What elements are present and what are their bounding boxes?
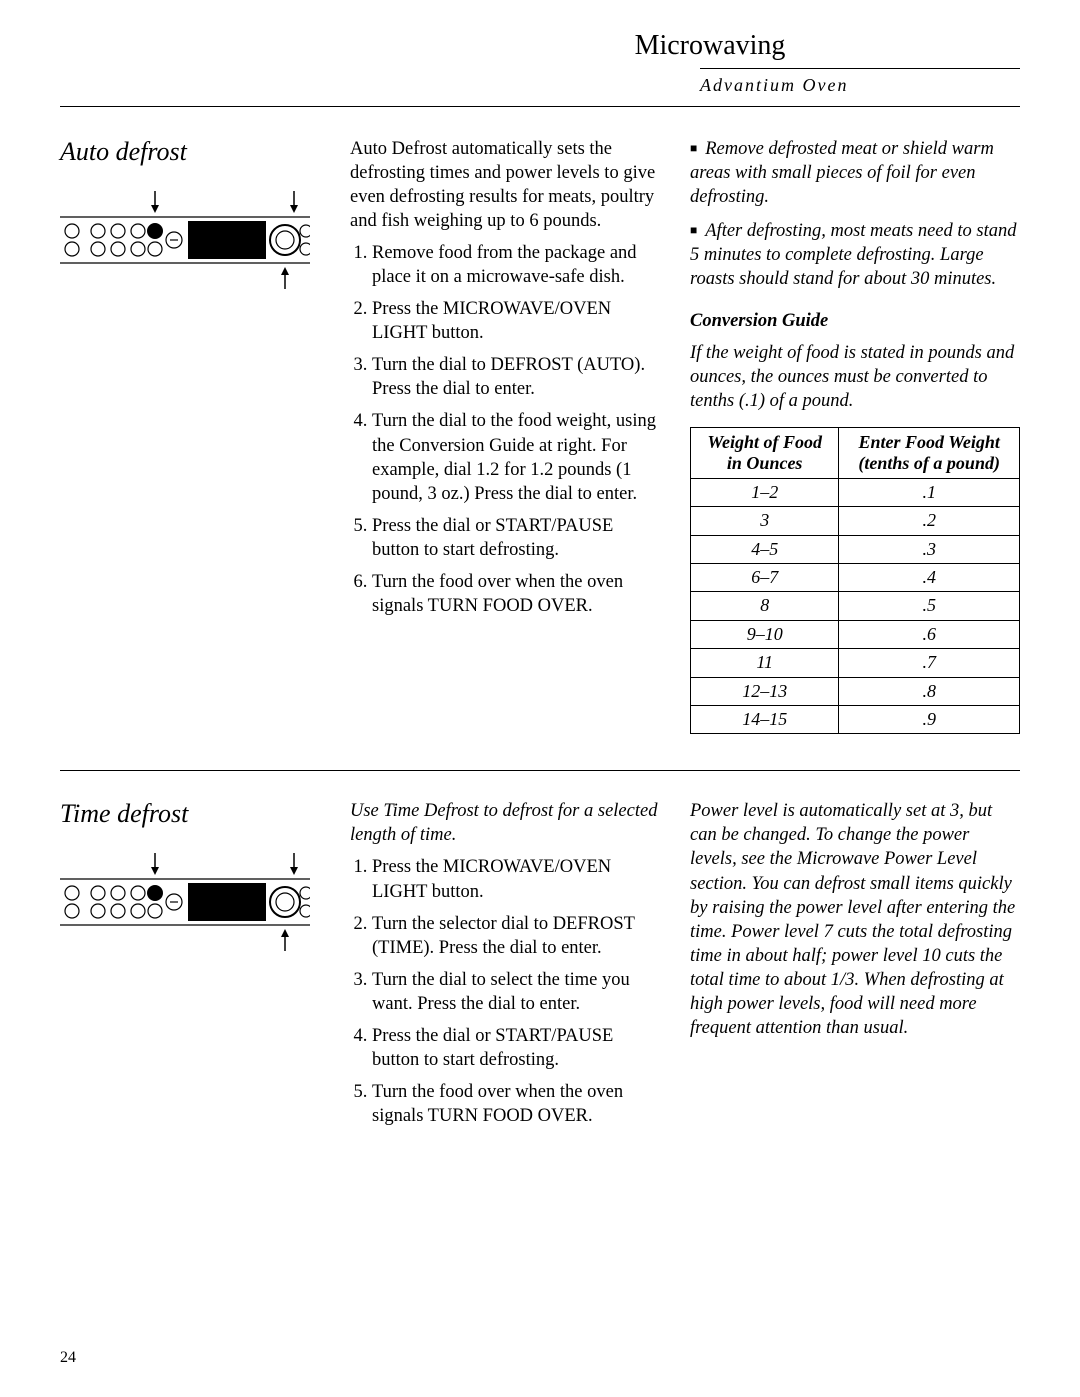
step: Turn the food over when the oven signals…: [372, 570, 660, 618]
step: Press the dial or START/PAUSE button to …: [372, 514, 660, 562]
step: Press the dial or START/PAUSE button to …: [372, 1024, 660, 1072]
time-steps: Press the MICROWAVE/OVEN LIGHT button. T…: [372, 855, 660, 1127]
rule: [60, 106, 1020, 107]
auto-steps: Remove food from the package and place i…: [372, 241, 660, 618]
section-time-defrost: Time defrost: [60, 799, 1020, 1136]
rule: [60, 770, 1020, 771]
conversion-table: Weight of Foodin Ounces Enter Food Weigh…: [690, 427, 1020, 734]
conversion-title: Conversion Guide: [690, 309, 1020, 333]
rule: [700, 68, 1020, 69]
section-heading: Auto defrost: [60, 137, 320, 167]
tip: Remove defrosted meat or shield warm are…: [690, 137, 1020, 209]
control-panel-illustration: [60, 853, 310, 956]
intro-text: Auto Defrost automatically sets the defr…: [350, 137, 660, 233]
intro-text: Use Time Defrost to defrost for a select…: [350, 799, 660, 847]
table-row: 11.7: [691, 649, 1020, 677]
tips-list: Remove defrosted meat or shield warm are…: [690, 137, 1020, 291]
tip: After defrosting, most meats need to sta…: [690, 219, 1020, 291]
table-row: 4–5.3: [691, 535, 1020, 563]
step: Turn the dial to the food weight, using …: [372, 409, 660, 505]
th-ounces: Weight of Foodin Ounces: [691, 428, 839, 478]
step: Press the MICROWAVE/OVEN LIGHT button.: [372, 297, 660, 345]
table-row: 9–10.6: [691, 620, 1020, 648]
conversion-note: If the weight of food is stated in pound…: [690, 341, 1020, 413]
table-row: 3.2: [691, 507, 1020, 535]
section-auto-defrost: Auto defrost: [60, 137, 1020, 734]
step: Turn the dial to DEFROST (AUTO). Press t…: [372, 353, 660, 401]
page-number: 24: [60, 1349, 76, 1367]
product-name: Advantium Oven: [700, 75, 1020, 96]
table-row: 1–2.1: [691, 478, 1020, 506]
page-title: Microwaving: [400, 30, 1020, 62]
power-level-note: Power level is automatically set at 3, b…: [690, 799, 1020, 1039]
table-row: 6–7.4: [691, 564, 1020, 592]
table-row: 14–15.9: [691, 705, 1020, 733]
th-tenths: Enter Food Weight(tenths of a pound): [839, 428, 1020, 478]
step: Turn the food over when the oven signals…: [372, 1080, 660, 1128]
table-row: 8.5: [691, 592, 1020, 620]
step: Turn the selector dial to DEFROST (TIME)…: [372, 912, 660, 960]
step: Remove food from the package and place i…: [372, 241, 660, 289]
table-row: 12–13.8: [691, 677, 1020, 705]
section-heading: Time defrost: [60, 799, 320, 829]
control-panel-illustration: [60, 191, 310, 294]
step: Press the MICROWAVE/OVEN LIGHT button.: [372, 855, 660, 903]
step: Turn the dial to select the time you wan…: [372, 968, 660, 1016]
